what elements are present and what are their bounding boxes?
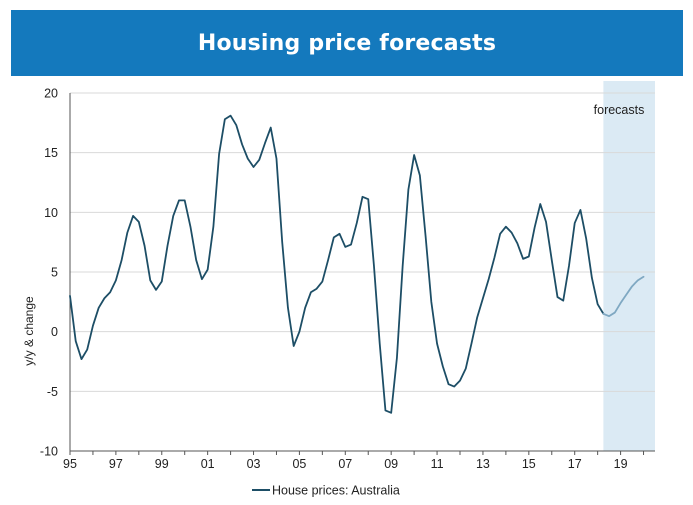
y-tick-label: 0: [51, 325, 58, 339]
x-tick-label: 99: [155, 457, 169, 471]
y-tick-label: -5: [47, 385, 58, 399]
series-line-forecast: [602, 275, 645, 318]
x-tick-label: 19: [614, 457, 628, 471]
page-title: Housing price forecasts: [197, 30, 497, 56]
x-tick-label: 15: [522, 457, 536, 471]
legend: House prices: Australia: [252, 484, 400, 498]
forecast-region-label: forecasts: [594, 103, 645, 117]
x-tick-label: 17: [568, 457, 582, 471]
x-tick-label: 97: [109, 457, 123, 471]
x-tick-label: 05: [292, 457, 306, 471]
title-banner: Housing price forecasts: [11, 10, 683, 76]
series-line-house-prices: [69, 114, 605, 414]
x-tick-label: 95: [63, 457, 77, 471]
y-tick-label: 15: [44, 146, 58, 160]
x-tick-label: 07: [338, 457, 352, 471]
y-tick-label: 5: [51, 266, 58, 280]
x-tick-label: 11: [431, 457, 444, 471]
x-tick-label: 13: [476, 457, 490, 471]
x-tick-label: 03: [247, 457, 261, 471]
y-tick-label: -10: [40, 445, 58, 459]
x-tick-label: 01: [201, 457, 215, 471]
x-tick-label: 09: [384, 457, 398, 471]
y-tick-label: 20: [44, 87, 58, 101]
y-tick-label: 10: [44, 206, 58, 220]
y-axis-label: y/y & change: [22, 296, 36, 366]
legend-label: House prices: Australia: [272, 484, 400, 498]
forecast-region: [603, 81, 655, 451]
